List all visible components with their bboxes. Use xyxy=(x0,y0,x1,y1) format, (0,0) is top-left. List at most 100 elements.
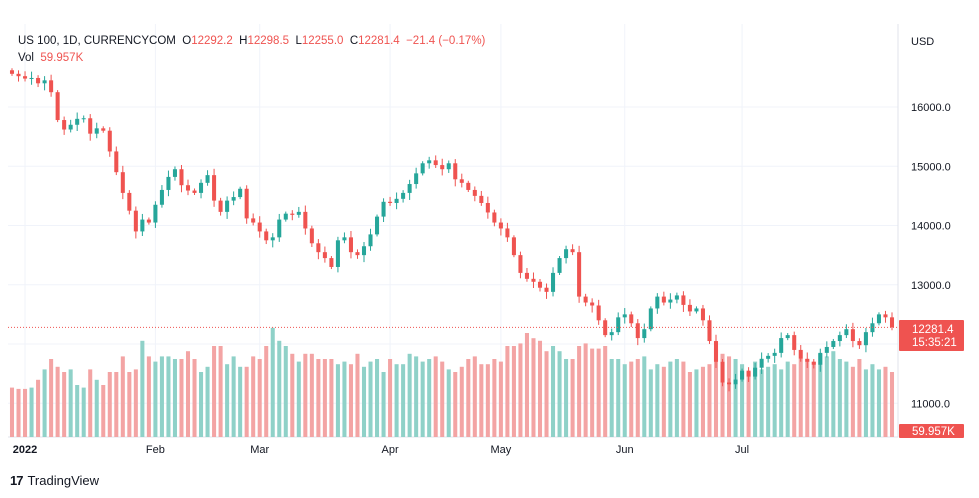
candle-body xyxy=(205,175,210,183)
volume-bar xyxy=(368,361,373,437)
volume-bar xyxy=(505,346,510,437)
volume-bar xyxy=(264,346,269,437)
candle-body xyxy=(42,80,47,84)
candle-body xyxy=(753,367,758,377)
candle-body xyxy=(850,329,855,342)
candle-body xyxy=(727,382,732,385)
candle-body xyxy=(570,249,575,253)
candle-body xyxy=(707,320,712,342)
candle-body xyxy=(9,70,15,74)
close-label: C xyxy=(349,35,359,47)
volume-bar xyxy=(564,359,569,437)
candle-body xyxy=(811,361,816,365)
candle-body xyxy=(889,317,895,328)
volume-bar xyxy=(68,369,73,437)
volume-bar xyxy=(257,359,262,437)
volume-bar xyxy=(453,372,458,437)
volume-bar xyxy=(811,361,816,437)
volume-bar xyxy=(713,348,719,437)
candle-body xyxy=(720,361,725,383)
candle-body xyxy=(440,165,445,170)
candle-body xyxy=(785,335,790,339)
volume-bar xyxy=(876,369,881,437)
volume-bar xyxy=(101,385,106,437)
volume-bar xyxy=(42,369,47,437)
volume-bar xyxy=(29,387,34,437)
candle-body xyxy=(674,295,679,300)
volume-bar xyxy=(792,364,797,437)
candle-body xyxy=(459,179,464,183)
tradingview-brand[interactable]: 17 TradingView xyxy=(10,473,99,488)
candle-body xyxy=(107,130,112,152)
candle-body xyxy=(101,128,106,131)
volume-bar xyxy=(140,340,145,437)
candle-body xyxy=(225,200,230,212)
volume-bar xyxy=(355,353,360,437)
volume-bar xyxy=(231,356,236,437)
candle-body xyxy=(127,192,132,211)
volume-bar xyxy=(740,364,745,437)
volume-bar xyxy=(577,346,582,437)
volume-bar xyxy=(753,361,758,437)
volume-bar xyxy=(146,356,151,437)
volume-bar xyxy=(779,369,784,437)
candle-body xyxy=(531,278,536,282)
candle-body xyxy=(36,77,41,84)
y-tick-label: 16000.0 xyxy=(911,102,951,114)
volume-bar xyxy=(414,356,419,437)
candle-body xyxy=(733,379,738,385)
brand-name: TradingView xyxy=(27,473,100,488)
candle-body xyxy=(264,231,269,241)
vol-label: Vol xyxy=(18,52,34,64)
volume-bar xyxy=(616,359,621,437)
volume-bar xyxy=(329,359,334,437)
candle-body xyxy=(427,160,432,164)
time-axis[interactable]: 2022 Feb Mar Apr May Jun Jul xyxy=(13,444,749,456)
volume-bar xyxy=(557,351,562,437)
candle-body xyxy=(824,346,829,353)
volume-bar xyxy=(831,351,836,437)
candle-body xyxy=(251,218,256,223)
volume-bar xyxy=(55,366,60,437)
volume-bar xyxy=(635,359,640,437)
high-label: H xyxy=(239,35,248,47)
candle-body xyxy=(577,252,582,297)
change-value: −21.4 (−0.17%) xyxy=(406,35,486,47)
price-axis[interactable]: USD 11000.012000.013000.014000.015000.01… xyxy=(911,36,951,410)
candle-body xyxy=(766,355,771,359)
volume-bar xyxy=(394,364,399,437)
candle-body xyxy=(303,211,308,229)
candle-body xyxy=(23,76,28,79)
volume-bar xyxy=(857,359,862,437)
candle-body xyxy=(179,169,184,186)
candle-body xyxy=(316,243,321,253)
candle-body xyxy=(16,73,21,77)
candle-body xyxy=(518,255,523,273)
candle-body xyxy=(655,296,660,309)
candle-body xyxy=(159,189,164,205)
candle-body xyxy=(388,201,393,203)
candle-body xyxy=(120,172,125,193)
volume-bar xyxy=(870,364,875,437)
candle-body xyxy=(661,296,666,303)
last-price-label: 12281.4 xyxy=(912,324,954,336)
volume-bars xyxy=(9,327,895,437)
volume-bar xyxy=(622,364,627,437)
volume-bar xyxy=(844,361,849,437)
candle-body xyxy=(446,163,451,170)
volume-bar xyxy=(303,353,308,437)
volume-bar xyxy=(472,356,477,437)
candle-body xyxy=(68,124,73,130)
volume-bar xyxy=(361,366,367,437)
candle-body xyxy=(192,190,197,193)
candle-body xyxy=(472,189,477,196)
candle-body xyxy=(492,212,497,223)
volume-bar xyxy=(296,361,301,437)
x-tick-label: May xyxy=(490,444,511,456)
candle-body xyxy=(583,296,588,303)
candle-body xyxy=(668,299,673,303)
candle-body xyxy=(740,370,745,380)
volume-bar xyxy=(172,359,177,437)
candle-body xyxy=(212,175,217,201)
